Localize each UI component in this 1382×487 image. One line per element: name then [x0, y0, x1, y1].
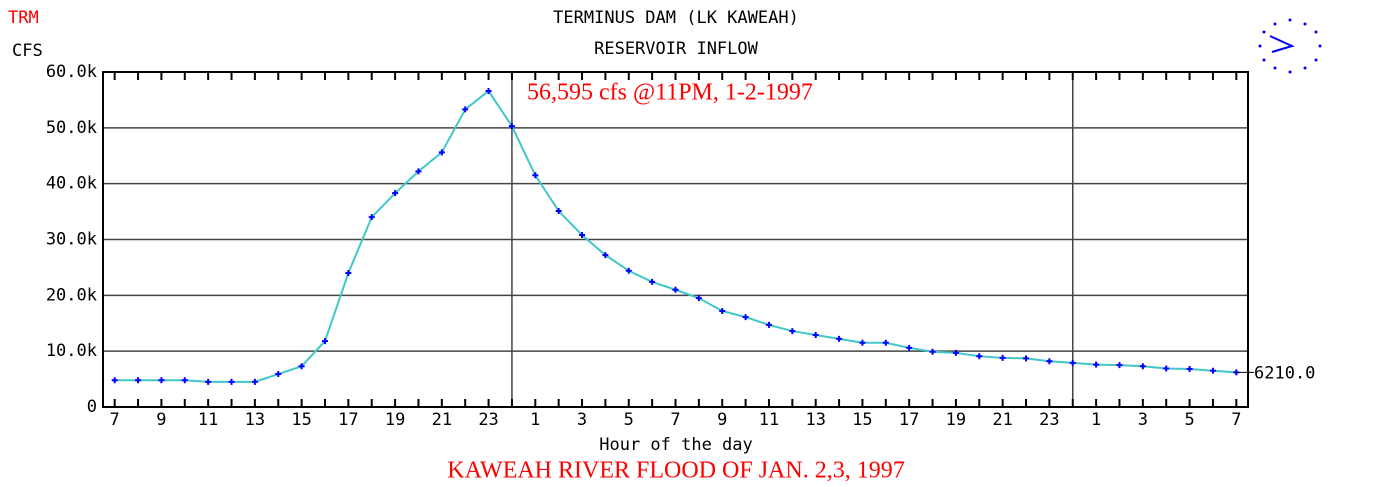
x-tick-label: 3: [1138, 410, 1148, 430]
y-tick-label: 40.0k: [46, 174, 97, 194]
data-point: [321, 338, 328, 345]
data-point: [205, 378, 212, 385]
data-point: [695, 295, 702, 302]
y-axis-label: CFS: [12, 41, 43, 61]
x-tick-label: 5: [1184, 410, 1194, 430]
data-point: [952, 349, 959, 356]
data-point: [508, 123, 515, 130]
data-point: [976, 353, 983, 360]
x-tick-label: 15: [852, 410, 872, 430]
chart-subtitle: RESERVOIR INFLOW: [594, 39, 759, 59]
data-point: [1093, 361, 1100, 368]
data-point: [1139, 363, 1146, 370]
x-tick-label: 17: [899, 410, 919, 430]
data-point: [579, 232, 586, 239]
data-point: [906, 344, 913, 351]
data-point: [789, 328, 796, 335]
data-point: [1209, 367, 1216, 374]
x-tick-label: 11: [759, 410, 779, 430]
data-point: [158, 377, 165, 384]
data-point: [228, 378, 235, 385]
data-point: [555, 208, 562, 215]
x-tick-label: 19: [946, 410, 966, 430]
data-point: [298, 363, 305, 370]
data-point: [251, 378, 258, 385]
x-tick-label: 3: [577, 410, 587, 430]
data-point: [999, 354, 1006, 361]
data-point: [882, 339, 889, 346]
data-point: [462, 106, 469, 113]
data-point: [929, 348, 936, 355]
data-point: [625, 267, 632, 274]
data-point: [836, 335, 843, 342]
y-tick-label: 20.0k: [46, 285, 97, 305]
x-tick-label: 23: [1039, 410, 1059, 430]
value-label: 6210.0: [1254, 363, 1315, 383]
x-tick-label: 23: [478, 410, 498, 430]
x-tick-label: 13: [805, 410, 825, 430]
x-tick-label: 1: [530, 410, 540, 430]
x-tick-label: 11: [198, 410, 218, 430]
data-point: [602, 252, 609, 259]
data-point: [111, 377, 118, 384]
annotation: 56,595 cfs @11PM, 1-2-1997: [527, 80, 813, 106]
x-tick-label: 13: [245, 410, 265, 430]
y-tick-label: 50.0k: [46, 118, 97, 138]
x-tick-label: 17: [338, 410, 358, 430]
x-tick-label: 1: [1091, 410, 1101, 430]
data-point: [649, 278, 656, 285]
y-tick-label: 0: [87, 397, 97, 417]
x-tick-label: 5: [624, 410, 634, 430]
data-point: [672, 286, 679, 293]
x-tick-label: 21: [432, 410, 452, 430]
data-point: [1023, 355, 1030, 362]
data-point: [1163, 365, 1170, 372]
data-point: [719, 307, 726, 314]
data-point: [415, 168, 422, 175]
data-point: [812, 331, 819, 338]
data-point: [1046, 358, 1053, 365]
data-point: [1069, 359, 1076, 366]
data-point: [438, 149, 445, 156]
station-code: TRM: [8, 8, 39, 28]
data-point: [485, 88, 492, 95]
data-point: [765, 321, 772, 328]
x-tick-label: 7: [110, 410, 120, 430]
data-point: [859, 339, 866, 346]
y-tick-label: 30.0k: [46, 230, 97, 250]
clock-icon: [1258, 18, 1322, 74]
data-point: [368, 214, 375, 221]
x-tick-label: 15: [291, 410, 311, 430]
data-point: [135, 377, 142, 384]
data-point: [392, 190, 399, 197]
chart-title: TERMINUS DAM (LK KAWEAH): [553, 8, 799, 28]
y-tick-label: 60.0k: [46, 62, 97, 82]
x-tick-label: 19: [385, 410, 405, 430]
data-point: [1116, 362, 1123, 369]
x-axis-label: Hour of the day: [599, 435, 753, 455]
data-point: [345, 270, 352, 276]
x-tick-label: 7: [670, 410, 680, 430]
data-point: [181, 377, 188, 384]
data-point: [275, 371, 282, 378]
data-point: [532, 172, 539, 179]
data-line: [114, 89, 1237, 383]
x-tick-label: 9: [717, 410, 727, 430]
y-tick-label: 10.0k: [46, 341, 97, 361]
x-tick-label: 21: [992, 410, 1012, 430]
data-point: [1186, 366, 1193, 373]
data-point: [742, 314, 749, 321]
x-tick-label: 9: [156, 410, 166, 430]
x-tick-label: 7: [1231, 410, 1241, 430]
caption: KAWEAH RIVER FLOOD OF JAN. 2,3, 1997: [447, 458, 904, 484]
